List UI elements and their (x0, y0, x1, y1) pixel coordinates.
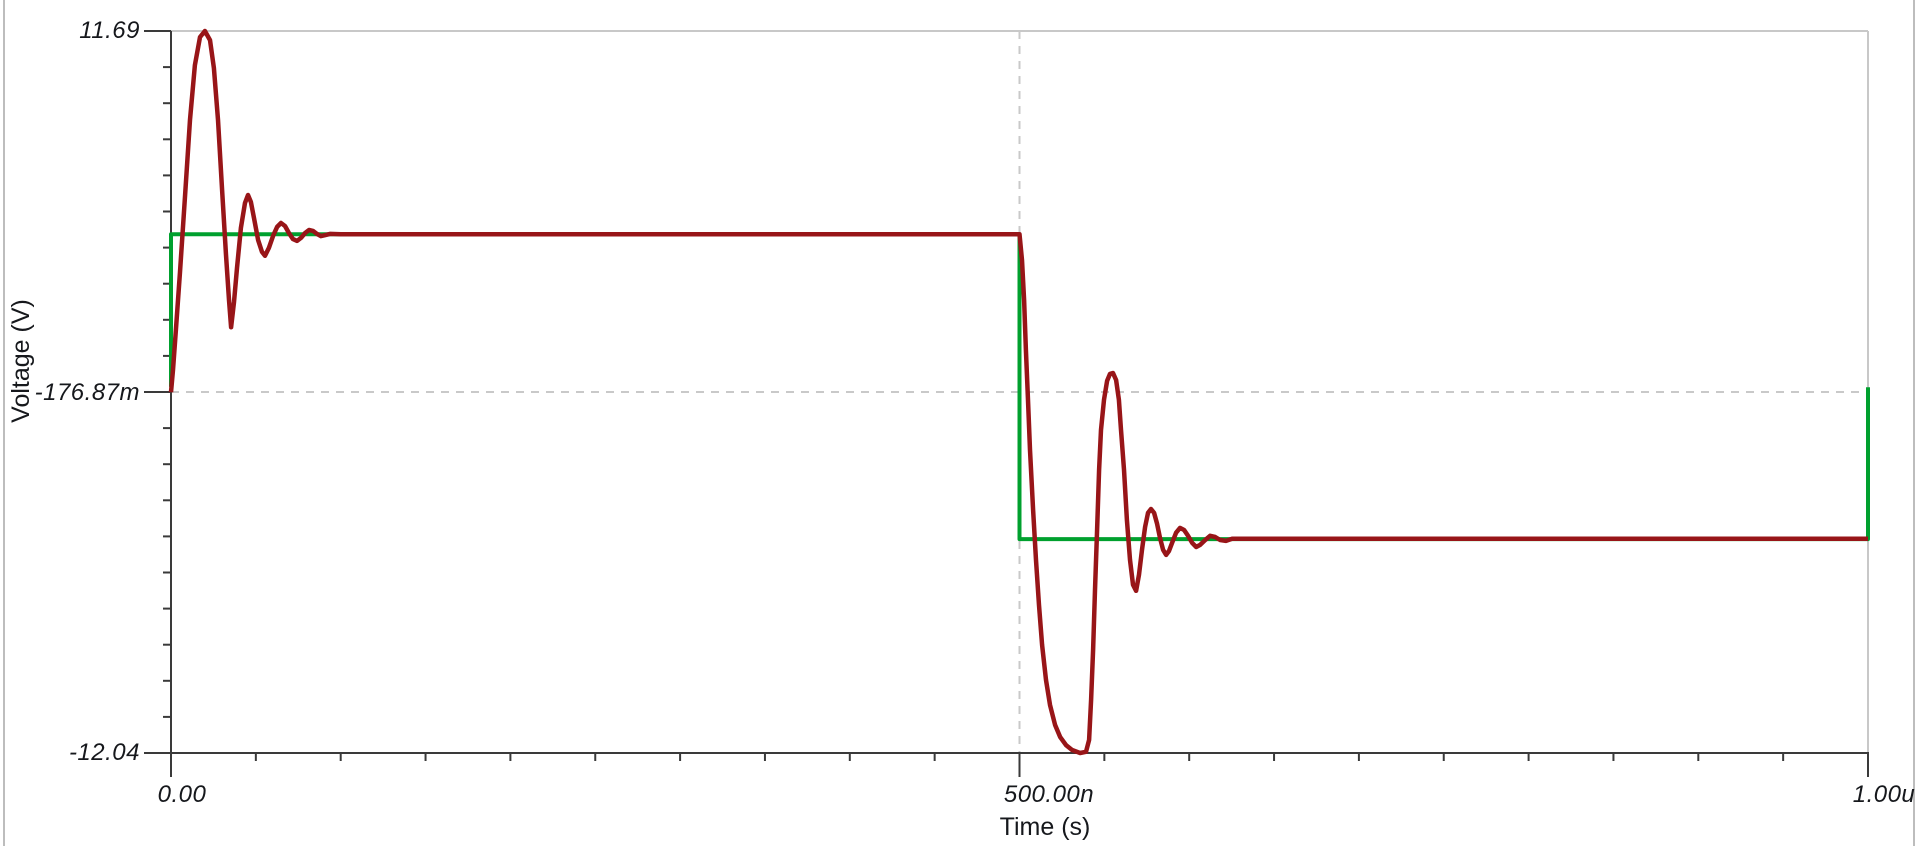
x-tick-label-max: 1.00u (1852, 781, 1916, 808)
y-tick-label-mid: -176.87m (34, 379, 140, 406)
output-ringing-response-trace (168, 28, 1868, 756)
x-tick-label-mid: 500.00n (1003, 781, 1095, 808)
y-tick-label-min: -12.04 (68, 739, 140, 766)
left-window-border (3, 0, 5, 846)
axis-ticks (144, 30, 1869, 777)
input-square-wave-trace (169, 232, 1870, 542)
y-tick-label-max: 11.69 (79, 17, 140, 44)
right-window-border (1913, 0, 1915, 846)
x-tick-label-zero: 0.00 (157, 781, 207, 808)
y-axis-title: Voltage (V) (7, 299, 35, 423)
x-axis-title: Time (s) (999, 813, 1091, 841)
